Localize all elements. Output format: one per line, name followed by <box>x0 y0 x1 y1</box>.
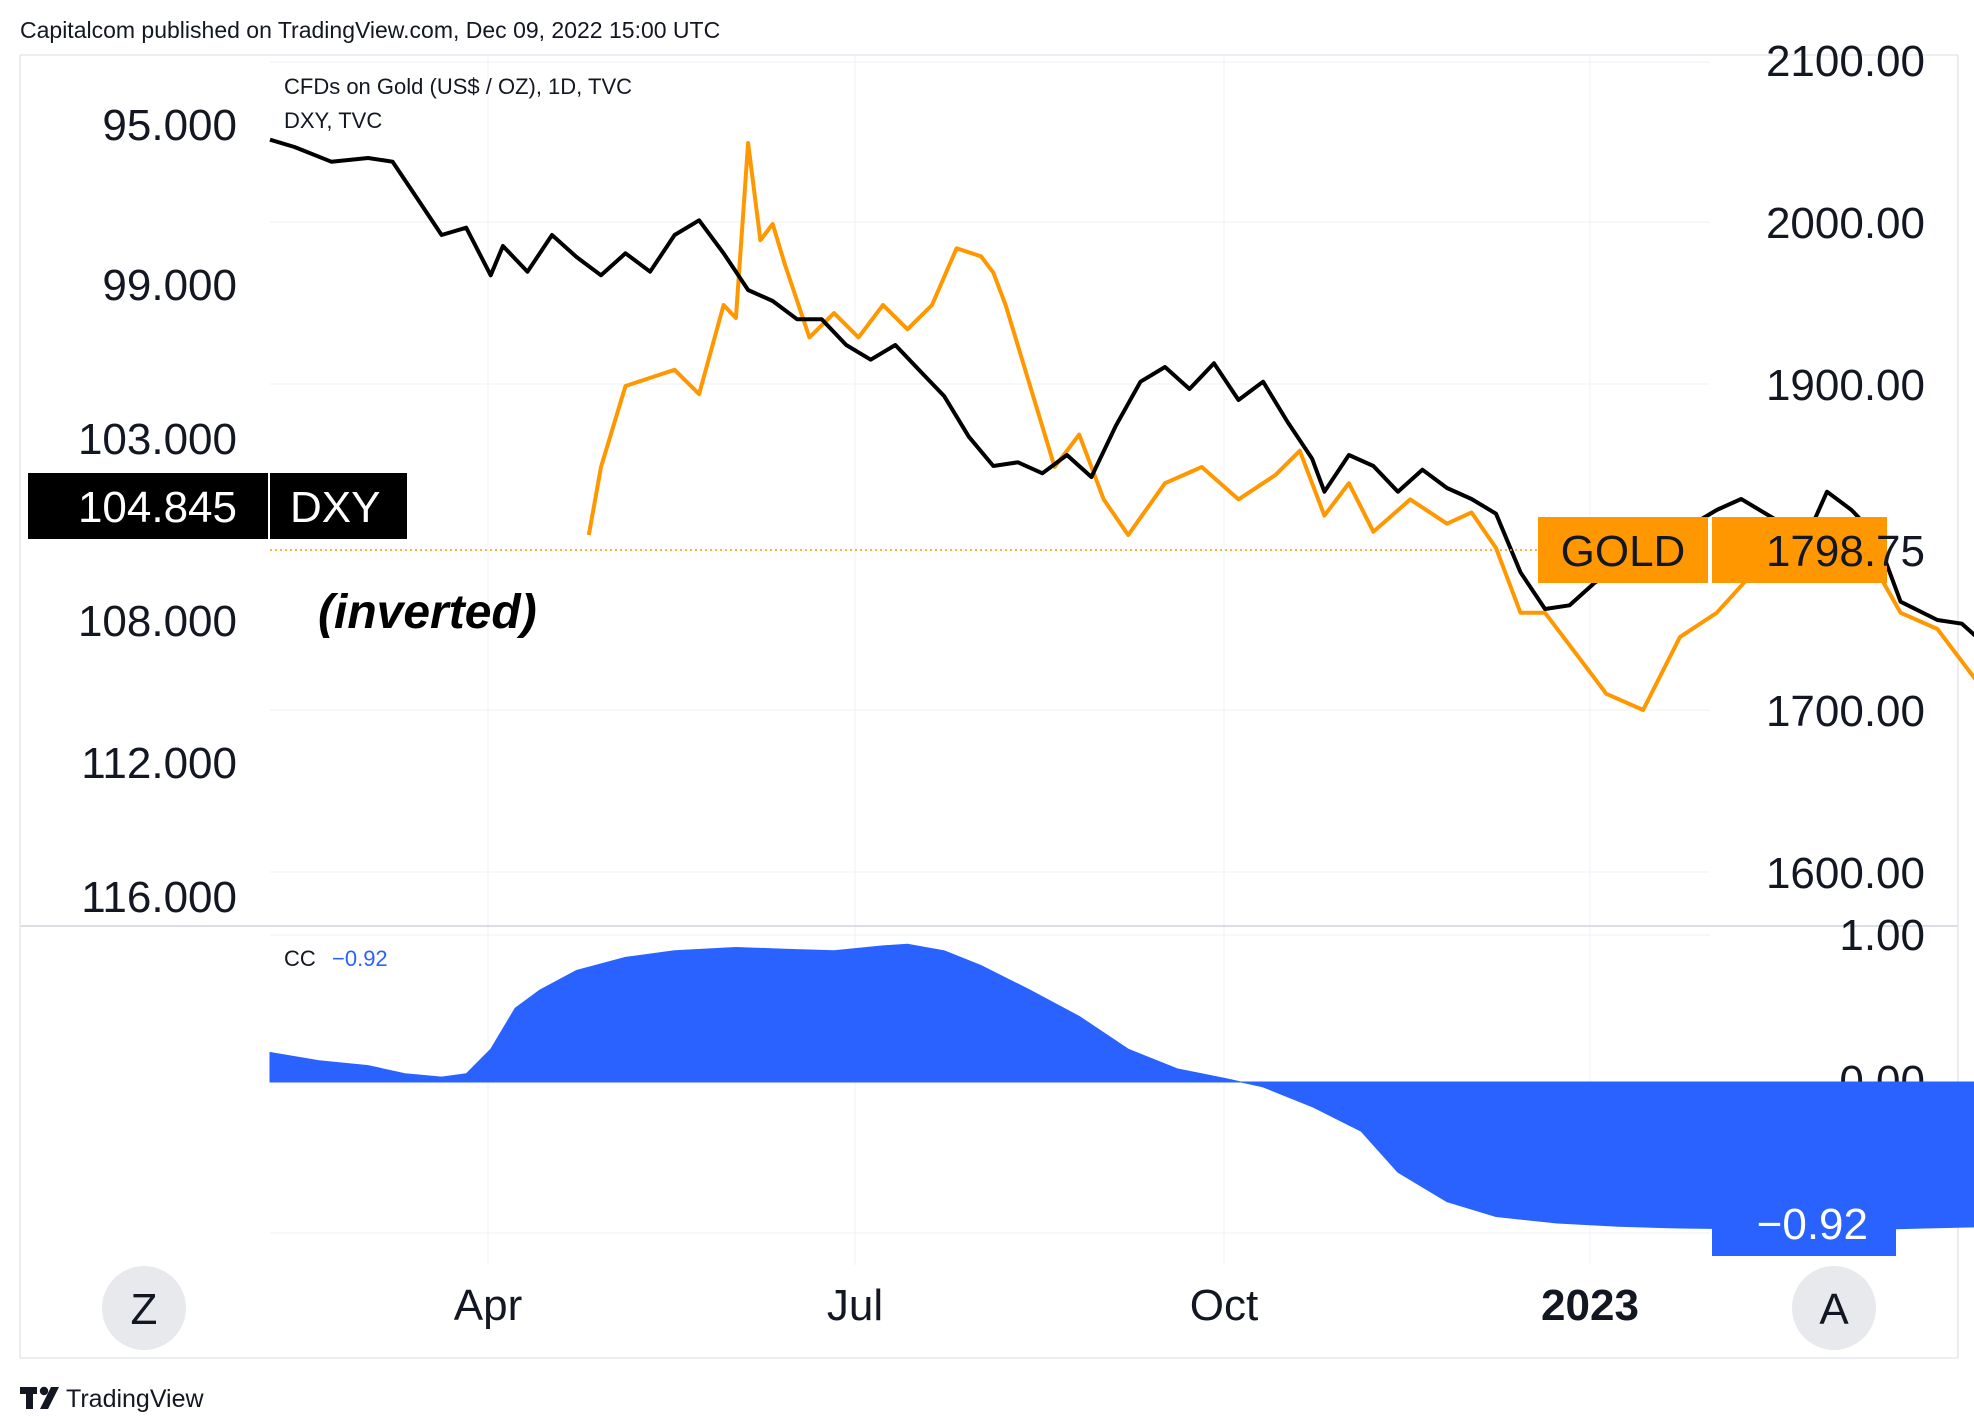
gold-series-line <box>586 141 1974 712</box>
right-axis-tick: 1600.00 <box>1766 849 1925 898</box>
zoom-button-label: Z <box>131 1285 158 1334</box>
dxy-price-badge: 104.845 DXY <box>28 473 407 539</box>
left-axis-tick: 112.000 <box>81 739 237 788</box>
left-axis-tick: 95.000 <box>102 101 237 150</box>
grid <box>270 55 1710 1265</box>
left-axis-tick: 99.000 <box>102 261 237 310</box>
gold-badge-label: GOLD <box>1561 527 1686 576</box>
left-axis: 95.000 99.000 103.000 108.000 112.000 11… <box>78 101 237 922</box>
left-axis-tick: 103.000 <box>78 415 237 464</box>
legend-dxy-series: DXY, TVC <box>284 108 382 133</box>
right-axis-tick: 2100.00 <box>1766 37 1925 86</box>
inverted-annotation: (inverted) <box>318 586 537 639</box>
gold-price-badge: GOLD 1798.75 <box>1538 517 1925 583</box>
auto-scale-button[interactable]: A <box>1792 1266 1876 1350</box>
x-axis-tick: 2023 <box>1541 1281 1639 1330</box>
zoom-button[interactable]: Z <box>102 1266 186 1350</box>
right-axis: 2100.00 2000.00 1900.00 1700.00 1600.00 <box>1766 37 1925 898</box>
x-axis-tick: Oct <box>1190 1281 1258 1330</box>
tradingview-logo: TradingView <box>20 1385 205 1413</box>
cc-legend-name: CC <box>284 946 316 971</box>
auto-scale-button-label: A <box>1819 1285 1849 1334</box>
right-axis-tick: 1900.00 <box>1766 361 1925 410</box>
footer-brand: TradingView <box>66 1385 205 1413</box>
dxy-badge-value: 104.845 <box>78 483 237 532</box>
legend-gold-series: CFDs on Gold (US$ / OZ), 1D, TVC <box>284 74 632 99</box>
cc-badge-value: −0.92 <box>1757 1200 1868 1249</box>
left-axis-tick: 116.000 <box>81 873 237 922</box>
right-axis-tick: 2000.00 <box>1766 199 1925 248</box>
x-axis-tick: Jul <box>827 1281 883 1330</box>
tradingview-logo-icon <box>20 1386 59 1409</box>
dxy-badge-label: DXY <box>290 483 380 532</box>
cc-value-badge: −0.92 <box>1712 1190 1896 1256</box>
dxy-series-line <box>269 137 1974 638</box>
gold-badge-value: 1798.75 <box>1766 527 1925 576</box>
publisher-line: Capitalcom published on TradingView.com,… <box>20 17 720 43</box>
cc-area <box>269 943 1974 1231</box>
x-axis: Apr Jul Oct 2023 <box>454 1281 1639 1330</box>
x-axis-tick: Apr <box>454 1281 522 1330</box>
cc-axis: 1.00 0.00 <box>1839 911 1925 1106</box>
main-pane-series <box>269 137 1974 712</box>
left-axis-tick: 108.000 <box>78 597 237 646</box>
right-axis-tick: 1700.00 <box>1766 687 1925 736</box>
cc-axis-tick: 1.00 <box>1839 911 1925 960</box>
cc-legend-value: −0.92 <box>332 946 388 971</box>
cc-pane-series <box>269 943 1974 1231</box>
